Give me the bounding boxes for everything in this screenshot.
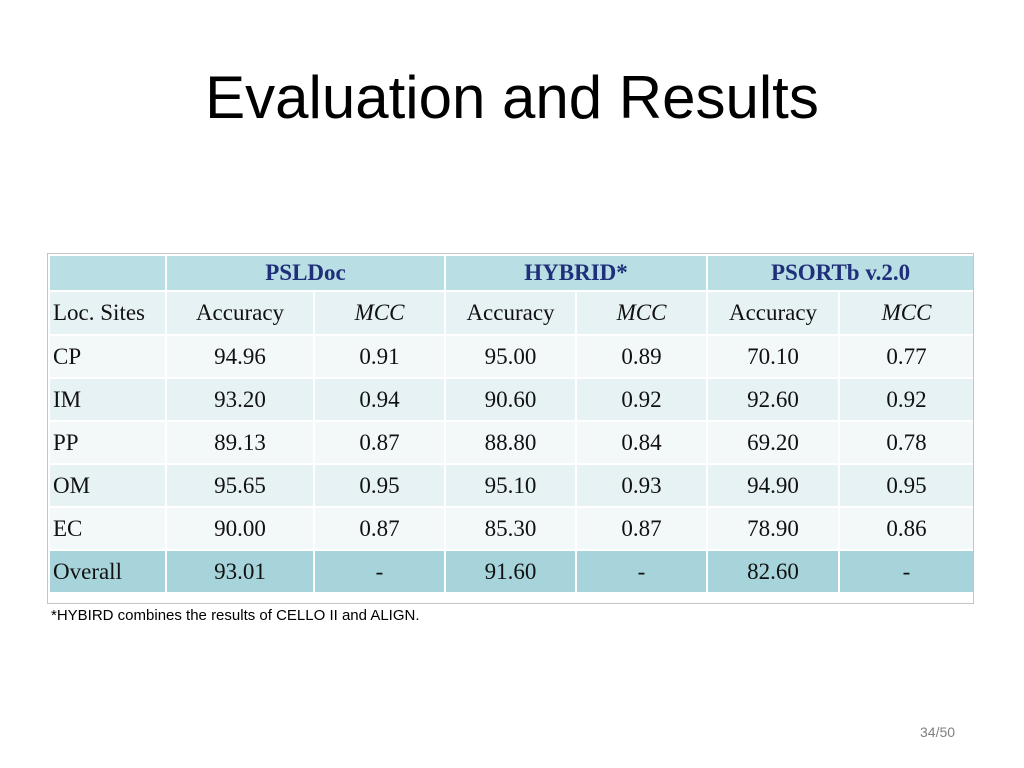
metric-header-cell: Accuracy <box>165 290 315 336</box>
table-cell: 0.87 <box>574 506 709 551</box>
table-cell: 0.89 <box>574 334 709 379</box>
table-cell: - <box>838 549 976 594</box>
table-cell: 78.90 <box>706 506 841 551</box>
table-cell: 92.60 <box>706 377 841 422</box>
table-cell: - <box>313 549 446 594</box>
site-label: CP <box>48 334 167 379</box>
table-cell: 0.93 <box>574 463 709 508</box>
group-header-psortb: PSORTb v.2.0 <box>706 254 976 292</box>
table-cell: 0.92 <box>574 377 709 422</box>
table-cell: 0.77 <box>838 334 976 379</box>
group-header-hybrid: HYBRID* <box>443 254 709 292</box>
site-label: PP <box>48 420 167 465</box>
table-row: PP 89.13 0.87 88.80 0.84 69.20 0.78 <box>48 420 976 465</box>
table-cell: 90.60 <box>444 377 577 422</box>
metric-header-cell: Accuracy <box>444 290 577 336</box>
table-row: IM 93.20 0.94 90.60 0.92 92.60 0.92 <box>48 377 976 422</box>
table-cell: 0.86 <box>838 506 976 551</box>
table-cell: 0.94 <box>313 377 446 422</box>
footnote: *HYBIRD combines the results of CELLO II… <box>51 607 420 624</box>
table-row: OM 95.65 0.95 95.10 0.93 94.90 0.95 <box>48 463 976 508</box>
table-cell: 0.95 <box>313 463 446 508</box>
site-label: OM <box>48 463 167 508</box>
table-cell: 85.30 <box>444 506 577 551</box>
metric-header-cell: MCC <box>838 290 976 336</box>
corner-cell <box>48 254 167 292</box>
group-header-row: PSLDoc HYBRID* PSORTb v.2.0 <box>48 254 976 292</box>
table-cell: 0.91 <box>313 334 446 379</box>
table-cell: - <box>574 549 709 594</box>
table-cell: 90.00 <box>165 506 315 551</box>
results-table: PSLDoc HYBRID* PSORTb v.2.0 Loc. Sites A… <box>48 254 976 594</box>
overall-row: Overall 93.01 - 91.60 - 82.60 - <box>48 549 976 594</box>
metric-header-cell: MCC <box>574 290 709 336</box>
metric-header-row: Loc. Sites Accuracy MCC Accuracy MCC Acc… <box>48 290 976 336</box>
site-label: Overall <box>48 549 167 594</box>
table-cell: 70.10 <box>706 334 841 379</box>
table-cell: 91.60 <box>444 549 577 594</box>
table-cell: 93.01 <box>165 549 315 594</box>
table-row: CP 94.96 0.91 95.00 0.89 70.10 0.77 <box>48 334 976 379</box>
table-cell: 69.20 <box>706 420 841 465</box>
table-cell: 0.87 <box>313 420 446 465</box>
table-cell: 0.78 <box>838 420 976 465</box>
table-cell: 88.80 <box>444 420 577 465</box>
table-cell: 89.13 <box>165 420 315 465</box>
table-cell: 0.95 <box>838 463 976 508</box>
table-cell: 0.92 <box>838 377 976 422</box>
table-cell: 0.84 <box>574 420 709 465</box>
table-cell: 94.96 <box>165 334 315 379</box>
table-cell: 93.20 <box>165 377 315 422</box>
table-row: EC 90.00 0.87 85.30 0.87 78.90 0.86 <box>48 506 976 551</box>
site-label: EC <box>48 506 167 551</box>
table-cell: 0.87 <box>313 506 446 551</box>
page-number: 34/50 <box>920 724 956 740</box>
table-cell: 95.65 <box>165 463 315 508</box>
table-cell: 94.90 <box>706 463 841 508</box>
metric-header-cell: Accuracy <box>706 290 841 336</box>
metric-header-cell: MCC <box>313 290 446 336</box>
table-cell: 95.10 <box>444 463 577 508</box>
slide-title: Evaluation and Results <box>205 64 819 131</box>
loc-sites-header: Loc. Sites <box>48 290 167 336</box>
table-cell: 82.60 <box>706 549 841 594</box>
table-cell: 95.00 <box>444 334 577 379</box>
group-header-psldoc: PSLDoc <box>165 254 446 292</box>
site-label: IM <box>48 377 167 422</box>
